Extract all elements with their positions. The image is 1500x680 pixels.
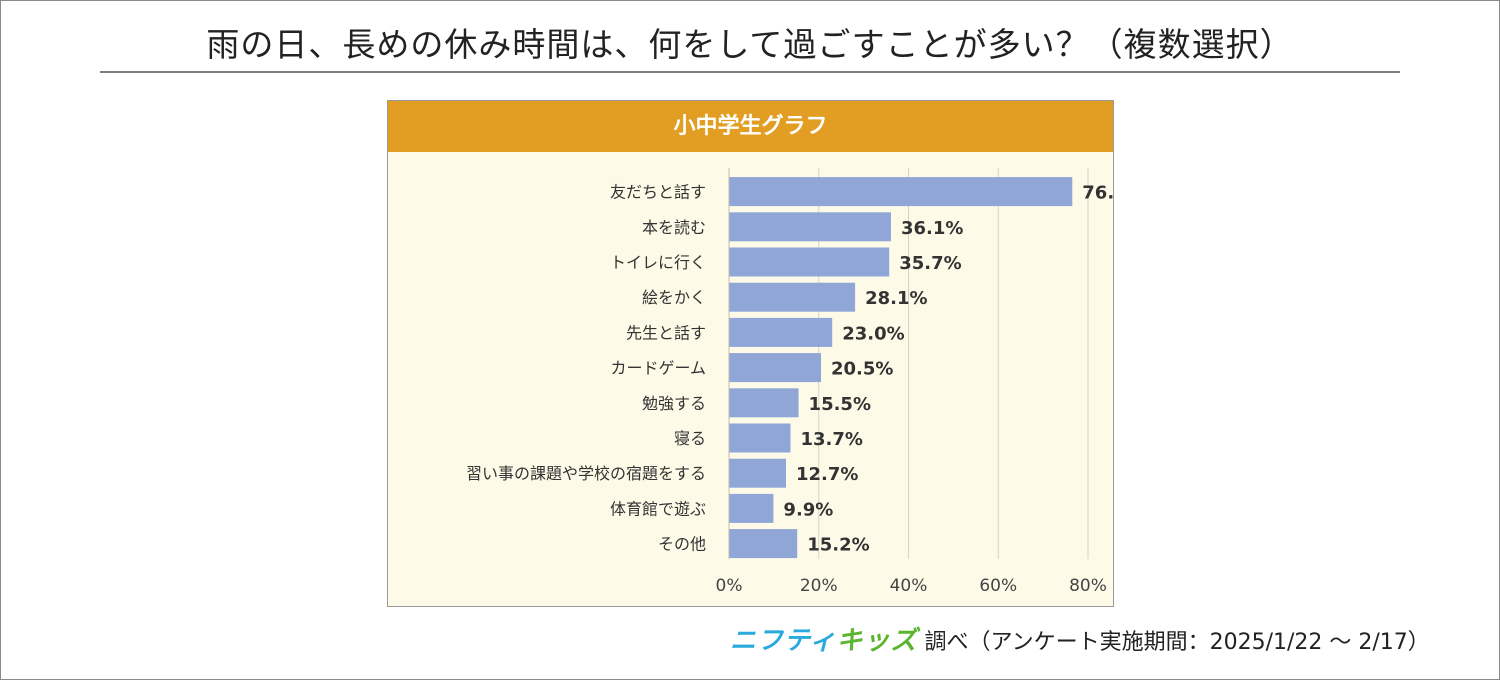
category-label-3: 絵をかく	[642, 288, 706, 307]
x-tick-label-40: 40%	[890, 576, 928, 596]
category-label-4: 先生と話す	[626, 323, 706, 342]
bar-4	[729, 317, 833, 347]
data-label-8: 12.7%	[796, 464, 858, 485]
bar-chart: 友だちと話す 76.5% 本を読む 36.1% トイレに行く 35.7% 絵をかく 28.1%…	[466, 168, 1113, 596]
data-label-6: 15.5%	[809, 394, 871, 415]
survey-period-text: 調べ（アンケート実施期間：2025/1/22 ～ 2/17）	[924, 630, 1430, 655]
x-tick-label-20: 20%	[800, 576, 838, 596]
category-label-8: 習い事の課題や学校の宿題をする	[466, 464, 706, 483]
bar-0	[729, 177, 1073, 207]
x-tick-label-60: 60%	[979, 576, 1017, 596]
survey-footer: ニフティキッズ 調べ（アンケート実施期間：2025/1/22 ～ 2/17）	[730, 620, 1430, 660]
bar-5	[729, 353, 821, 383]
category-label-0: 友だちと話す	[610, 183, 706, 202]
data-label-10: 15.2%	[807, 535, 869, 556]
bar-6	[729, 388, 799, 418]
bar-8	[729, 458, 786, 488]
title-divider	[100, 71, 1400, 73]
data-label-2: 35.7%	[899, 253, 961, 274]
chart-panel: 小中学生グラフ 友だちと話す 76.5% 本を読む 36.1% トイレに行く 35.7% 絵…	[387, 100, 1114, 607]
category-label-5: カードゲーム	[610, 359, 706, 378]
category-label-7: 寝る	[674, 429, 706, 448]
x-tick-label-80: 80%	[1069, 576, 1107, 596]
bar-1	[729, 212, 891, 242]
category-label-6: 勉強する	[642, 394, 706, 413]
category-label-2: トイレに行く	[610, 253, 706, 272]
data-label-7: 13.7%	[800, 429, 862, 450]
data-label-5: 20.5%	[831, 359, 893, 380]
category-label-1: 本を読む	[642, 218, 706, 237]
data-label-0: 76.5%	[1082, 183, 1113, 204]
bar-3	[729, 282, 856, 312]
x-tick-label-0: 0%	[716, 576, 743, 596]
chart-title: 小中学生グラフ	[388, 101, 1113, 152]
category-label-9: 体育館で遊ぶ	[610, 499, 706, 518]
bar-9	[729, 493, 774, 523]
page-title: 雨の日、長めの休み時間は、何をして過ごすことが多い？（複数選択）	[206, 25, 1294, 64]
data-label-4: 23.0%	[842, 323, 904, 344]
data-label-3: 28.1%	[865, 288, 927, 309]
bar-2	[729, 247, 890, 277]
data-label-9: 9.9%	[783, 499, 833, 520]
nifty-kids-logo: ニフティキッズ	[730, 626, 918, 656]
bar-7	[729, 423, 791, 453]
data-label-1: 36.1%	[901, 218, 963, 239]
category-label-10: その他	[658, 535, 706, 554]
bar-10	[729, 529, 798, 559]
